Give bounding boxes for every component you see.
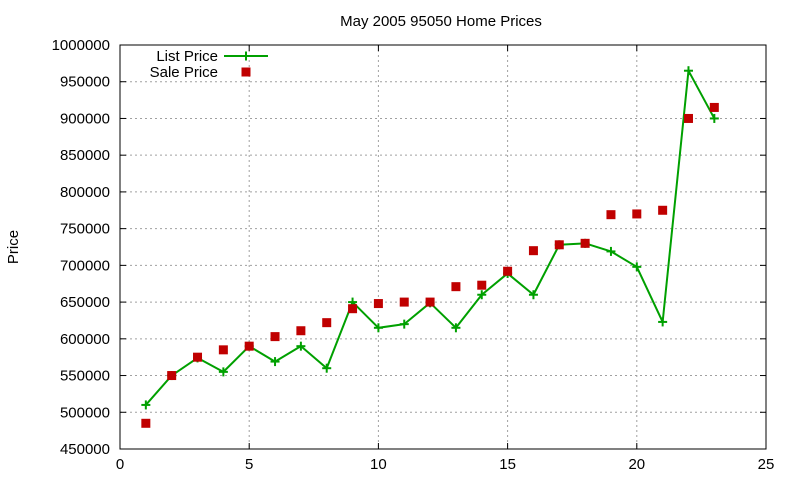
y-tick-label: 500000 bbox=[60, 404, 110, 421]
data-point bbox=[606, 246, 616, 256]
data-point bbox=[270, 357, 280, 367]
data-point bbox=[451, 282, 461, 292]
data-point bbox=[554, 240, 564, 250]
y-tick-label: 950000 bbox=[60, 74, 110, 91]
y-tick-label: 650000 bbox=[60, 294, 110, 311]
data-point bbox=[322, 363, 332, 373]
data-point bbox=[141, 400, 151, 410]
series-line bbox=[145, 69, 716, 406]
series-sale-price bbox=[141, 102, 719, 428]
data-point bbox=[270, 332, 280, 342]
legend-marker bbox=[241, 67, 251, 77]
data-point bbox=[632, 209, 642, 219]
data-point bbox=[658, 317, 668, 327]
data-point bbox=[528, 290, 538, 300]
data-point bbox=[709, 113, 719, 123]
x-tick-label: 25 bbox=[758, 456, 775, 473]
x-tick-label: 15 bbox=[499, 456, 516, 473]
data-point bbox=[477, 280, 487, 290]
y-tick-label: 450000 bbox=[60, 441, 110, 458]
data-point bbox=[606, 210, 616, 220]
data-point bbox=[503, 266, 513, 276]
data-point bbox=[632, 262, 642, 272]
y-tick-label: 900000 bbox=[60, 110, 110, 127]
x-tick-label: 0 bbox=[116, 456, 124, 473]
data-point bbox=[348, 304, 358, 314]
data-point bbox=[399, 319, 409, 329]
data-point bbox=[451, 323, 461, 333]
y-tick-label: 800000 bbox=[60, 184, 110, 201]
y-tick-label: 750000 bbox=[60, 221, 110, 238]
y-tick-label: 600000 bbox=[60, 331, 110, 348]
data-point bbox=[373, 299, 383, 309]
y-tick-label: 850000 bbox=[60, 147, 110, 164]
data-point bbox=[141, 418, 151, 428]
series-list-price bbox=[141, 66, 719, 410]
data-point bbox=[709, 102, 719, 112]
data-point bbox=[296, 326, 306, 336]
data-point bbox=[580, 238, 590, 248]
data-point bbox=[193, 352, 203, 362]
legend-label: List Price bbox=[156, 48, 218, 65]
x-tick-label: 20 bbox=[628, 456, 645, 473]
data-point bbox=[244, 341, 254, 351]
y-axis-title: Price bbox=[5, 230, 22, 264]
data-point bbox=[296, 341, 306, 351]
y-tick-label: 700000 bbox=[60, 257, 110, 274]
chart-title: May 2005 95050 Home Prices bbox=[340, 13, 542, 30]
legend-label: Sale Price bbox=[150, 64, 218, 81]
ticks: 0 5 10 15 20 25 450000 500000 550000 600000 650000… bbox=[52, 37, 775, 473]
data-point bbox=[425, 297, 435, 307]
data-point bbox=[528, 246, 538, 256]
plot-border bbox=[119, 44, 767, 450]
data-point bbox=[373, 323, 383, 333]
data-point bbox=[322, 318, 332, 328]
data-point bbox=[167, 371, 177, 381]
x-tick-label: 5 bbox=[245, 456, 253, 473]
data-point bbox=[683, 113, 693, 123]
legend-marker bbox=[241, 51, 251, 61]
x-tick-label: 10 bbox=[370, 456, 387, 473]
plot-frame bbox=[119, 44, 767, 450]
y-tick-label: 1000000 bbox=[52, 37, 110, 54]
y-tick-label: 550000 bbox=[60, 368, 110, 385]
data-point bbox=[218, 367, 228, 377]
data-point bbox=[477, 290, 487, 300]
data-point bbox=[658, 205, 668, 215]
grid bbox=[120, 45, 766, 449]
data-point bbox=[683, 66, 693, 76]
series bbox=[141, 66, 719, 428]
data-point bbox=[399, 297, 409, 307]
data-point bbox=[218, 345, 228, 355]
